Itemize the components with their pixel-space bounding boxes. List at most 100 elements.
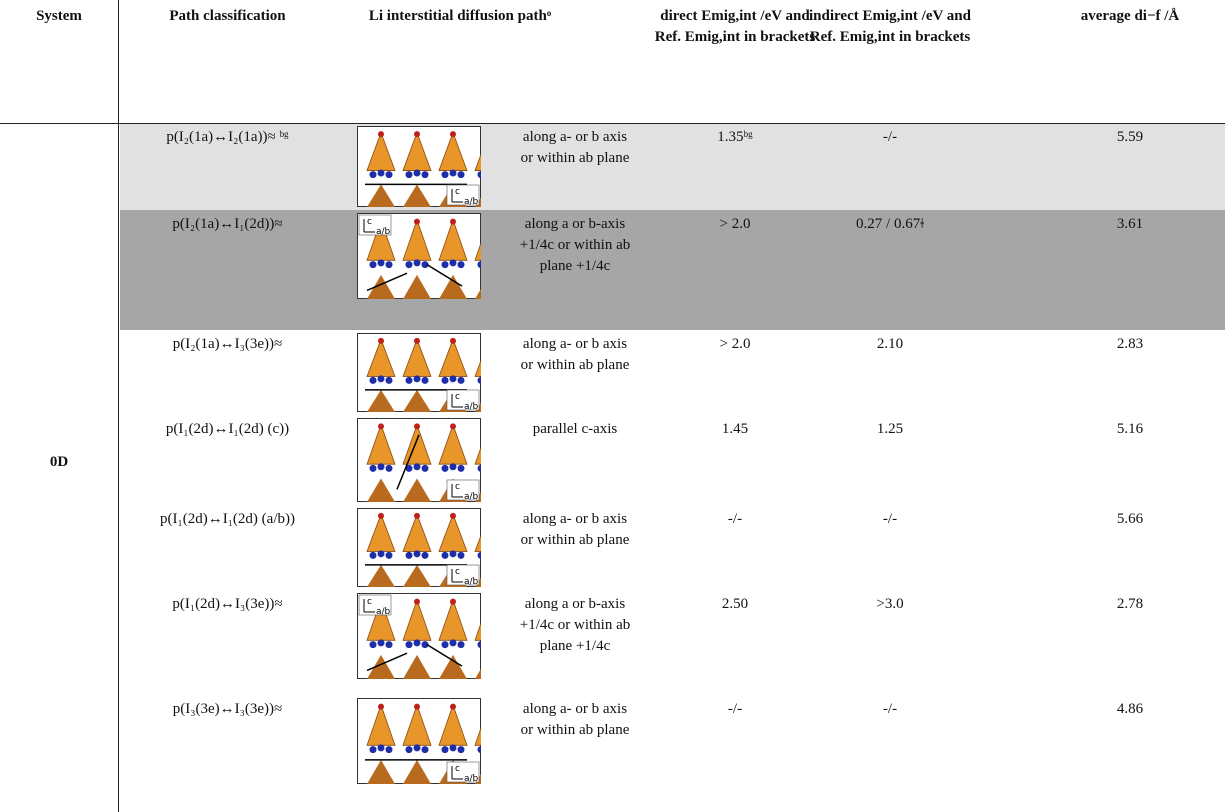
axis-label: a/b bbox=[464, 492, 479, 502]
axes-box bbox=[446, 184, 480, 206]
atom bbox=[377, 259, 385, 267]
average-distance: 4.86 bbox=[1116, 701, 1144, 717]
atom bbox=[421, 261, 429, 269]
atom bbox=[378, 131, 384, 138]
indirect-energy: -/- bbox=[882, 511, 898, 527]
direction: along a- or b axis or within ab plane bbox=[520, 701, 630, 738]
atom bbox=[378, 512, 384, 519]
atom bbox=[377, 375, 385, 383]
axis-label: c bbox=[367, 217, 372, 227]
axis-label: a/b bbox=[464, 197, 479, 207]
atom bbox=[421, 464, 429, 472]
column-header: average di−f /Å bbox=[1080, 8, 1180, 24]
header-rule bbox=[0, 123, 1225, 124]
tetrahedron bbox=[475, 773, 481, 784]
structure-figure: c a/b bbox=[357, 126, 481, 207]
atom bbox=[450, 218, 456, 225]
atom bbox=[477, 261, 481, 269]
atom bbox=[385, 551, 393, 559]
direct-energy: -/- bbox=[727, 701, 743, 717]
axis-label: a/b bbox=[464, 577, 479, 587]
atom bbox=[377, 639, 385, 647]
atom bbox=[369, 261, 377, 269]
atom bbox=[449, 259, 457, 267]
arrow bbox=[366, 272, 408, 292]
tetrahedron bbox=[366, 703, 396, 746]
atom bbox=[385, 746, 393, 754]
tetrahedron bbox=[402, 131, 432, 171]
direction: parallel c-axis bbox=[532, 421, 618, 437]
tetrahedron bbox=[403, 564, 431, 587]
axis-label: c bbox=[455, 392, 460, 402]
tetrahedron bbox=[366, 513, 396, 552]
tetrahedron bbox=[367, 389, 395, 412]
path-classification: p(I₂(1a)↔I₃(3e))≈ bbox=[172, 336, 283, 352]
tetrahedron bbox=[367, 184, 395, 207]
average-distance: 2.83 bbox=[1116, 336, 1144, 352]
atom bbox=[405, 261, 413, 269]
atom bbox=[457, 171, 465, 179]
atom bbox=[449, 639, 457, 647]
atom bbox=[414, 423, 420, 430]
atom bbox=[414, 337, 420, 344]
atom bbox=[385, 641, 393, 649]
tetrahedron bbox=[439, 654, 467, 679]
tetrahedron bbox=[403, 274, 431, 299]
direction: along a- or b axis or within ab plane bbox=[520, 129, 630, 166]
axis-label: c bbox=[455, 187, 460, 197]
path-classification: p(I₂(1a)↔I₂(1a))≈ ᵇᵍ bbox=[166, 129, 289, 145]
atom bbox=[377, 169, 385, 177]
atom bbox=[414, 512, 420, 519]
atom bbox=[441, 641, 449, 649]
axis-label: c bbox=[455, 764, 460, 774]
axis-label: a/b bbox=[464, 402, 479, 412]
tetrahedron bbox=[474, 621, 481, 641]
atom bbox=[450, 512, 456, 519]
structure-figure: c a/b bbox=[357, 593, 481, 679]
atom bbox=[377, 463, 385, 471]
atom bbox=[385, 376, 393, 384]
atom bbox=[421, 641, 429, 649]
atom bbox=[441, 376, 449, 384]
axis-label: c bbox=[367, 597, 372, 607]
tetrahedron bbox=[402, 338, 432, 377]
tetrahedron bbox=[402, 513, 432, 552]
tetrahedron bbox=[475, 668, 481, 679]
atom bbox=[369, 376, 377, 384]
row-band bbox=[120, 210, 1225, 330]
indirect-energy: 2.10 bbox=[876, 336, 904, 352]
path-classification: p(I₁(2d)↔I₃(3e))≈ bbox=[172, 596, 283, 612]
atom bbox=[450, 423, 456, 430]
average-distance: 3.61 bbox=[1116, 216, 1144, 232]
atom bbox=[477, 746, 481, 754]
atom bbox=[441, 551, 449, 559]
column-rule bbox=[118, 0, 119, 812]
average-distance: 5.16 bbox=[1116, 421, 1144, 437]
atom bbox=[385, 261, 393, 269]
atom bbox=[377, 550, 385, 558]
average-distance: 5.59 bbox=[1116, 129, 1144, 145]
tetrahedron bbox=[438, 338, 468, 377]
arrow bbox=[366, 652, 408, 672]
structure-figure: c a/b bbox=[357, 698, 481, 784]
atom bbox=[405, 641, 413, 649]
tetrahedron bbox=[438, 513, 468, 552]
atom bbox=[441, 261, 449, 269]
atom bbox=[477, 641, 481, 649]
direct-energy: > 2.0 bbox=[719, 216, 751, 232]
indirect-energy: -/- bbox=[882, 701, 898, 717]
structure-figure: c a/b bbox=[357, 508, 481, 587]
tetrahedron bbox=[403, 478, 431, 502]
axis-label: c bbox=[455, 567, 460, 577]
tetrahedron bbox=[402, 423, 432, 465]
direction: along a or b-axis +1/4c or within ab pla… bbox=[519, 596, 631, 654]
atom bbox=[385, 171, 393, 179]
atom bbox=[450, 703, 456, 710]
atom bbox=[450, 131, 456, 138]
arrow bbox=[426, 263, 463, 287]
column-header: direct Emig,int /eV and Ref. Emig,int in… bbox=[654, 8, 816, 45]
column-header: Li interstitial diffusion pathᵒ bbox=[368, 8, 552, 24]
tetrahedron bbox=[438, 598, 468, 641]
tetrahedron bbox=[402, 218, 432, 261]
